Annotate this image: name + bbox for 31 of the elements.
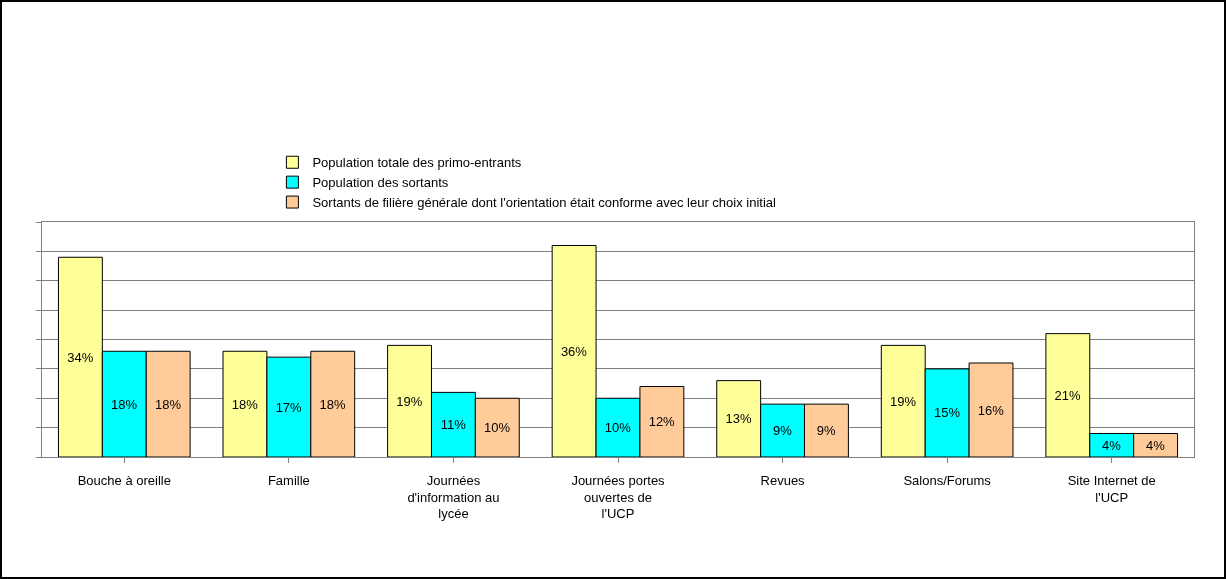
x-tick-label: Site Internet de l'UCP	[1067, 472, 1156, 505]
data-label: 4%	[1102, 437, 1122, 453]
x-tick-label: Journées portes ouvertes de l'UCP	[571, 472, 666, 522]
data-label: 15%	[933, 405, 961, 421]
data-label: 9%	[772, 423, 793, 439]
legend-label: Sortants de filière générale dont l'orientation était conforme avec leur choix initial	[312, 195, 777, 211]
data-label: 18%	[111, 396, 138, 412]
data-label: 18%	[231, 396, 259, 412]
data-label: 12%	[648, 414, 676, 430]
data-label: 4%	[1145, 437, 1166, 453]
data-label: 21%	[1054, 387, 1082, 403]
data-label: 19%	[890, 393, 917, 409]
legend-label: Population des sortants	[312, 175, 449, 191]
data-label: 19%	[396, 393, 423, 409]
data-label: 18%	[319, 396, 346, 412]
x-tick-label: Journées d'information au lycée	[407, 472, 500, 522]
data-label: 36%	[560, 343, 588, 359]
legend-label: Population totale des primo-entrants	[312, 155, 522, 171]
data-label: 10%	[604, 420, 632, 436]
data-label: 17%	[275, 399, 303, 415]
data-label: 11%	[440, 417, 467, 433]
data-label: 13%	[725, 411, 752, 427]
data-label: 10%	[484, 420, 511, 436]
data-label: 18%	[154, 396, 182, 412]
data-label: 16%	[977, 402, 1005, 418]
data-label: 34%	[67, 349, 94, 365]
x-tick-label: Bouche à oreille	[77, 472, 171, 488]
x-tick-label: Famille	[267, 472, 310, 488]
x-tick-label: Salons/Forums	[903, 472, 992, 488]
x-tick-label: Revues	[760, 472, 806, 488]
data-label: 9%	[816, 423, 837, 439]
